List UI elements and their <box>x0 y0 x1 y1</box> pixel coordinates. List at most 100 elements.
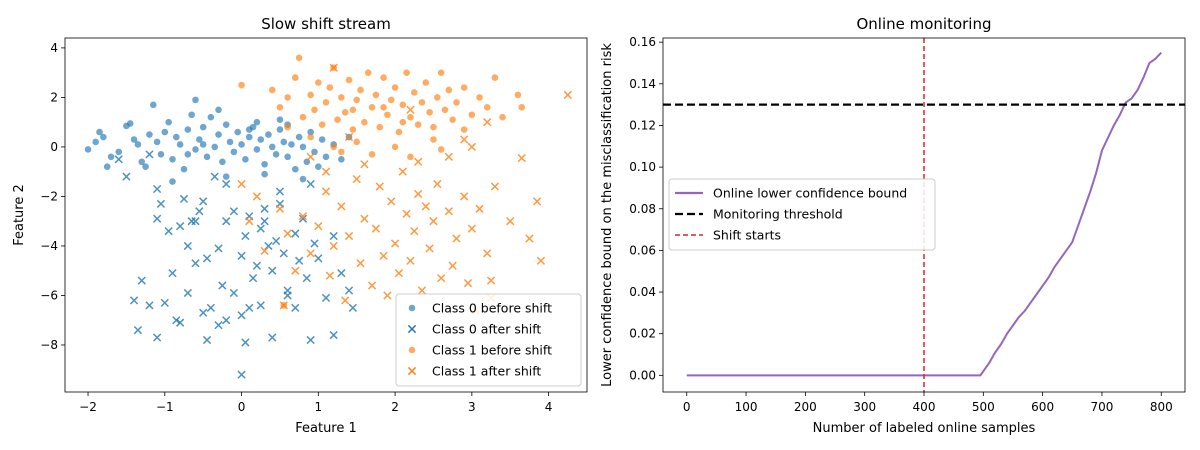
axes-frame <box>64 37 588 393</box>
y-tick-label: 0.10 <box>629 160 656 174</box>
scatter-point <box>491 74 499 81</box>
scatter-point <box>337 269 346 278</box>
scatter-point <box>238 81 245 89</box>
scatter-point <box>291 74 299 81</box>
scatter-point <box>291 229 300 238</box>
scatter-point <box>325 271 334 280</box>
scatter-point <box>84 146 92 153</box>
x-tick-label: 0 <box>683 400 691 414</box>
scatter-point <box>321 187 331 196</box>
scatter-point <box>486 276 496 285</box>
scatter-point <box>222 316 231 325</box>
scatter-point <box>260 204 269 213</box>
x-tick-label: 3 <box>468 400 476 414</box>
scatter-point <box>257 136 265 143</box>
scatter-point <box>245 126 253 133</box>
scatter-point <box>176 141 184 148</box>
scatter-point <box>322 99 330 106</box>
x-tick-label: −2 <box>79 400 97 414</box>
scatter-point <box>96 128 103 136</box>
scatter-point <box>291 266 300 275</box>
scatter-point <box>330 143 337 151</box>
scatter-point <box>138 158 146 166</box>
scatter-point <box>311 106 318 114</box>
scatter-point <box>134 141 142 148</box>
scatter-point <box>238 141 245 148</box>
scatter-point <box>391 143 399 151</box>
scatter-point <box>156 199 166 208</box>
monitoring-panel: Online monitoring Number of labeled onlin… <box>600 15 1186 436</box>
scatter-point <box>444 207 453 216</box>
scatter-point <box>142 163 149 171</box>
scatter-point <box>460 135 469 144</box>
scatter-point <box>383 291 392 300</box>
scatter-point <box>483 104 491 111</box>
scatter-point <box>306 179 315 189</box>
scatter-point <box>368 151 376 158</box>
scatter-point <box>307 128 314 136</box>
scatter-point <box>256 224 265 233</box>
scatter-point <box>199 123 207 131</box>
scatter-point <box>311 148 318 156</box>
scatter-point <box>211 143 218 151</box>
scatter-point <box>344 132 354 142</box>
series-class-1-before-shift <box>238 54 526 309</box>
scatter-point <box>364 69 372 76</box>
scatter-point <box>241 231 250 241</box>
scatter-point <box>483 118 492 127</box>
scatter-point <box>261 170 268 178</box>
legend-box <box>395 293 582 387</box>
scatter-point <box>184 151 192 158</box>
scatter-point <box>329 241 338 251</box>
y-tick-label: 0.14 <box>629 77 656 91</box>
scatter-point <box>191 217 200 226</box>
scatter-point <box>360 160 369 169</box>
scatter-point <box>299 143 307 151</box>
scatter-point <box>437 273 446 283</box>
x-tick-label: −1 <box>156 400 174 414</box>
series-class-0-after-shift <box>114 150 357 379</box>
scatter-point <box>237 311 246 320</box>
scatter-point <box>157 151 165 158</box>
scatter-point <box>525 234 534 243</box>
scatter-point <box>441 106 449 114</box>
scatter-point <box>360 214 369 223</box>
scatter-point <box>406 256 415 265</box>
scatter-point <box>291 165 299 173</box>
y-axis-label: Lower confidence bound on the misclassif… <box>600 43 615 387</box>
legend-label: Monitoring threshold <box>713 207 843 222</box>
scatter-point <box>260 217 269 226</box>
scatter-point <box>349 106 357 114</box>
chart-title: Online monitoring <box>856 15 991 33</box>
legend-box <box>668 178 936 251</box>
scatter-point <box>414 121 422 128</box>
scatter-point <box>532 197 542 206</box>
scatter-point <box>183 241 192 251</box>
scatter-point <box>168 269 177 278</box>
scatter-point <box>306 249 315 258</box>
scatter-point <box>176 222 185 231</box>
scatter-point <box>169 178 176 185</box>
scatter-point <box>253 118 261 126</box>
y-tick-label: 2 <box>50 90 58 104</box>
scatter-point <box>229 288 239 298</box>
scatter-point <box>417 286 427 295</box>
scatter-point <box>252 192 262 201</box>
scatter-point <box>279 249 288 258</box>
axes-frame <box>662 37 1186 393</box>
y-tick-label: 0.02 <box>629 327 656 341</box>
scatter-point <box>275 187 285 196</box>
scatter-point <box>563 90 572 100</box>
legend-label: Shift starts <box>713 228 781 243</box>
scatter-point <box>410 89 418 96</box>
scatter-point <box>295 256 304 265</box>
scatter-point <box>536 256 546 265</box>
x-tick-label: 0 <box>238 400 246 414</box>
scatter-point <box>165 118 172 126</box>
scatter-point <box>302 273 311 283</box>
chart-title: Slow shift stream <box>261 15 391 33</box>
scatter-point <box>203 153 211 161</box>
scatter-point <box>199 197 208 206</box>
x-tick-label: 4 <box>545 400 553 414</box>
x-axis-label: Number of labeled online samples <box>813 421 1036 436</box>
